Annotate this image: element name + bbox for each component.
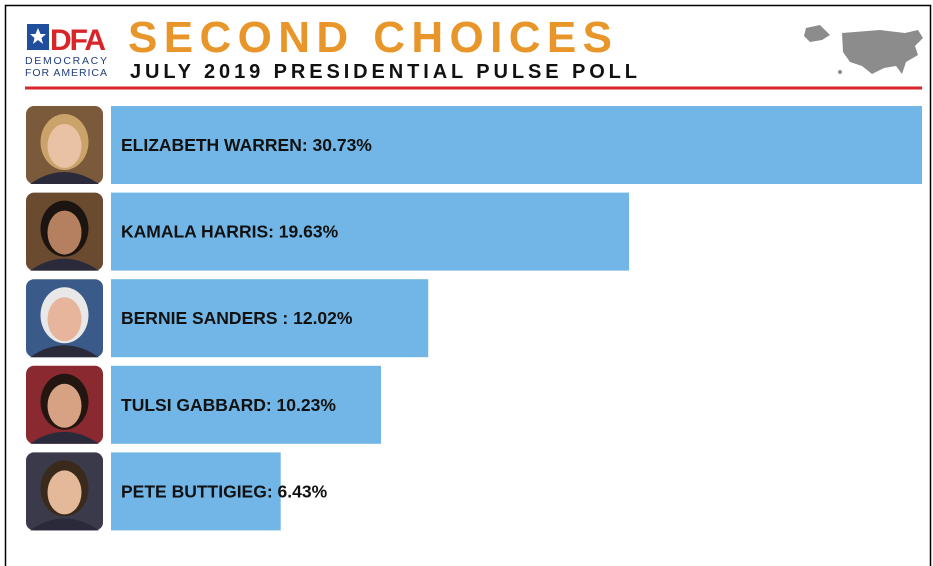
bar bbox=[111, 192, 630, 271]
chart-title: SECOND CHOICES bbox=[128, 13, 612, 62]
frame bbox=[4, 4, 932, 566]
photo bbox=[26, 106, 103, 184]
photo-face bbox=[47, 470, 82, 515]
bar-label: ELIZABETH WARREN: 30.73% bbox=[121, 135, 372, 155]
photo-shoulders bbox=[30, 518, 99, 531]
photo-shoulders bbox=[30, 431, 99, 444]
map-hawaii bbox=[838, 70, 842, 74]
map-contiguous bbox=[842, 30, 923, 74]
logo-line: FOR AMERICA bbox=[25, 67, 107, 79]
photo-face bbox=[47, 210, 82, 255]
logo-star bbox=[30, 28, 46, 44]
photo-shoulders bbox=[30, 345, 99, 358]
chart-subtitle: JULY 2019 PRESIDENTIAL PULSE POLL bbox=[130, 61, 637, 83]
photo-face bbox=[47, 297, 82, 342]
photo bbox=[26, 452, 103, 531]
photo-face bbox=[47, 124, 82, 168]
logo-line: DEMOCRACY bbox=[25, 55, 107, 67]
bar-label: KAMALA HARRIS: 19.63% bbox=[121, 222, 339, 242]
bar bbox=[111, 452, 281, 531]
bar bbox=[111, 106, 922, 184]
photo bbox=[26, 192, 103, 271]
photo bbox=[26, 365, 103, 444]
photo bbox=[26, 279, 103, 358]
photo-shoulders bbox=[30, 258, 99, 271]
bar-label: BERNIE SANDERS : 12.02% bbox=[121, 308, 353, 328]
logo: DFA DEMOCRACY FOR AMERICA bbox=[25, 24, 107, 79]
photo-face bbox=[47, 383, 82, 428]
bar bbox=[111, 279, 429, 358]
bar-label: TULSI GABBARD: 10.23% bbox=[121, 395, 336, 415]
photo-shoulders bbox=[30, 172, 99, 184]
bar bbox=[111, 365, 381, 444]
logo-mark: DFA bbox=[50, 24, 106, 57]
us-map bbox=[804, 25, 923, 74]
map-alaska bbox=[804, 25, 830, 42]
bar-label: PETE BUTTIGIEG: 6.43% bbox=[121, 481, 328, 501]
